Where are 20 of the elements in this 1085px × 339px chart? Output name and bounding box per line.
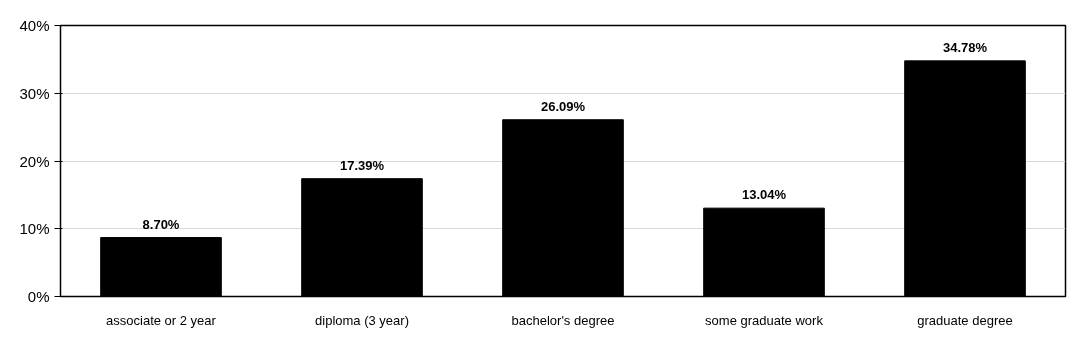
x-tick-label: bachelor's degree: [511, 312, 615, 328]
x-tick-label: some graduate work: [705, 312, 824, 328]
y-tick-label: 10%: [19, 220, 50, 238]
bar: [502, 119, 624, 297]
x-tick-label: associate or 2 year: [106, 312, 217, 328]
bar: [703, 207, 825, 297]
x-tick-label: diploma (3 year): [315, 312, 409, 328]
y-tick-label: 0%: [27, 288, 50, 305]
bar: [100, 237, 222, 297]
data-label: 8.70%: [142, 216, 180, 232]
y-tick-label: 20%: [19, 152, 50, 170]
bar: [904, 60, 1026, 297]
data-label: 13.04%: [741, 187, 787, 203]
data-label: 17.39%: [339, 157, 385, 173]
data-label: 26.09%: [540, 98, 586, 114]
y-tick-label: 30%: [19, 84, 50, 102]
data-label: 34.78%: [942, 39, 988, 55]
x-tick-label: graduate degree: [917, 312, 1013, 328]
y-tick-label: 40%: [19, 17, 50, 34]
bar: [301, 178, 423, 297]
